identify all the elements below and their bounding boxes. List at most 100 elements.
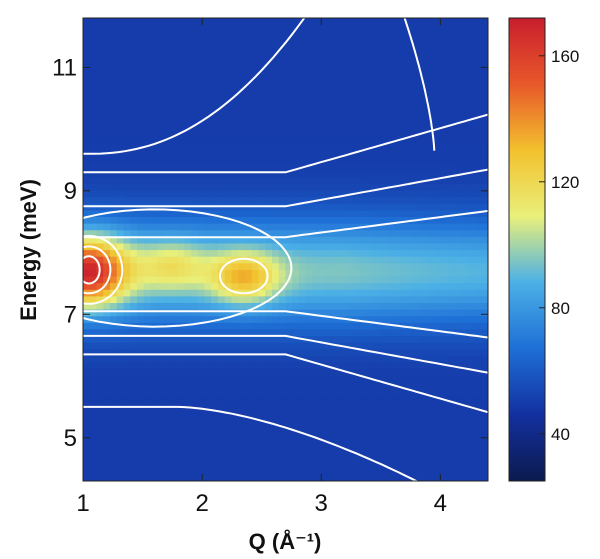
- heatmap-cell: [211, 269, 219, 277]
- heatmap-cell: [157, 70, 165, 79]
- heatmap-cell: [407, 170, 415, 178]
- heatmap-cell: [150, 216, 158, 224]
- heatmap-cell: [251, 97, 260, 105]
- heatmap-cell: [265, 123, 273, 132]
- heatmap-cell: [447, 103, 455, 112]
- heatmap-cell: [177, 31, 185, 39]
- heatmap-cell: [481, 342, 488, 350]
- heatmap-cell: [110, 256, 118, 264]
- heatmap-cell: [231, 44, 239, 52]
- heatmap-cell: [116, 454, 125, 462]
- heatmap-cell: [231, 70, 239, 79]
- heatmap-cell: [467, 342, 476, 350]
- heatmap-cell: [292, 123, 300, 132]
- heatmap-cell: [380, 262, 388, 270]
- heatmap-cell: [481, 209, 488, 218]
- heatmap-cell: [123, 295, 131, 304]
- heatmap-cell: [150, 37, 158, 46]
- heatmap-cell: [332, 97, 341, 105]
- heatmap-cell: [130, 31, 138, 39]
- heatmap-cell: [224, 117, 233, 125]
- heatmap-cell: [89, 441, 98, 449]
- heatmap-cell: [211, 414, 219, 423]
- heatmap-cell: [123, 216, 131, 224]
- heatmap-cell: [305, 328, 314, 337]
- heatmap-cell: [150, 434, 158, 442]
- heatmap-cell: [467, 18, 476, 26]
- heatmap-cell: [211, 322, 219, 330]
- heatmap-cell: [177, 18, 185, 26]
- heatmap-cell: [96, 24, 104, 32]
- heatmap-cell: [204, 137, 212, 145]
- heatmap-cell: [191, 408, 199, 416]
- heatmap-cell: [407, 150, 415, 158]
- heatmap-cell: [319, 150, 327, 158]
- heatmap-cell: [170, 37, 179, 46]
- heatmap-cell: [272, 361, 280, 370]
- heatmap-cell: [130, 414, 138, 423]
- heatmap-cell: [231, 123, 239, 132]
- heatmap-cell: [440, 269, 449, 277]
- heatmap-cell: [386, 388, 395, 396]
- heatmap-cell: [359, 335, 368, 343]
- heatmap-cell: [103, 401, 111, 409]
- heatmap-cell: [218, 37, 226, 46]
- heatmap-cell: [373, 110, 381, 118]
- heatmap-cell: [353, 315, 361, 323]
- heatmap-cell: [130, 176, 138, 184]
- heatmap-cell: [386, 189, 395, 198]
- heatmap-cell: [211, 428, 219, 436]
- heatmap-cell: [326, 355, 334, 363]
- heatmap-cell: [96, 31, 104, 39]
- heatmap-cell: [366, 454, 374, 462]
- heatmap-cell: [305, 361, 314, 370]
- heatmap-cell: [150, 103, 158, 112]
- heatmap-cell: [285, 130, 293, 138]
- heatmap-cell: [434, 209, 442, 218]
- heatmap-cell: [265, 24, 273, 32]
- heatmap-cell: [103, 242, 111, 251]
- heatmap-cell: [184, 408, 192, 416]
- heatmap-cell: [170, 77, 179, 85]
- heatmap-cell: [197, 90, 206, 98]
- heatmap-cell: [143, 309, 152, 317]
- heatmap-cell: [265, 223, 273, 231]
- heatmap-cell: [359, 37, 368, 46]
- heatmap-cell: [434, 315, 442, 323]
- heatmap-cell: [467, 447, 476, 456]
- heatmap-cell: [312, 242, 320, 251]
- heatmap-cell: [292, 342, 300, 350]
- heatmap-cell: [191, 103, 199, 112]
- heatmap-cell: [211, 262, 219, 270]
- heatmap-cell: [137, 328, 145, 337]
- heatmap-cell: [292, 421, 300, 429]
- heatmap-cell: [224, 361, 233, 370]
- heatmap-cell: [110, 441, 118, 449]
- heatmap-cell: [123, 256, 131, 264]
- heatmap-cell: [420, 150, 428, 158]
- heatmap-cell: [407, 289, 415, 297]
- heatmap-cell: [386, 447, 395, 456]
- heatmap-cell: [96, 474, 104, 481]
- heatmap-cell: [164, 328, 172, 337]
- heatmap-cell: [407, 322, 415, 330]
- heatmap-cell: [326, 474, 334, 481]
- heatmap-cell: [339, 381, 347, 389]
- heatmap-cell: [454, 137, 462, 145]
- heatmap-cell: [292, 249, 300, 257]
- heatmap-cell: [218, 322, 226, 330]
- heatmap-cell: [305, 388, 314, 396]
- heatmap-cell: [427, 196, 435, 204]
- heatmap-cell: [96, 242, 104, 251]
- heatmap-cell: [130, 388, 138, 396]
- heatmap-cell: [123, 474, 131, 481]
- heatmap-cell: [407, 348, 415, 356]
- heatmap-cell: [474, 143, 482, 151]
- heatmap-cell: [204, 348, 212, 356]
- heatmap-cell: [400, 242, 408, 251]
- heatmap-cell: [224, 64, 233, 72]
- heatmap-cell: [96, 57, 104, 65]
- heatmap-cell: [366, 123, 374, 132]
- heatmap-cell: [427, 97, 435, 105]
- heatmap-cell: [278, 461, 287, 469]
